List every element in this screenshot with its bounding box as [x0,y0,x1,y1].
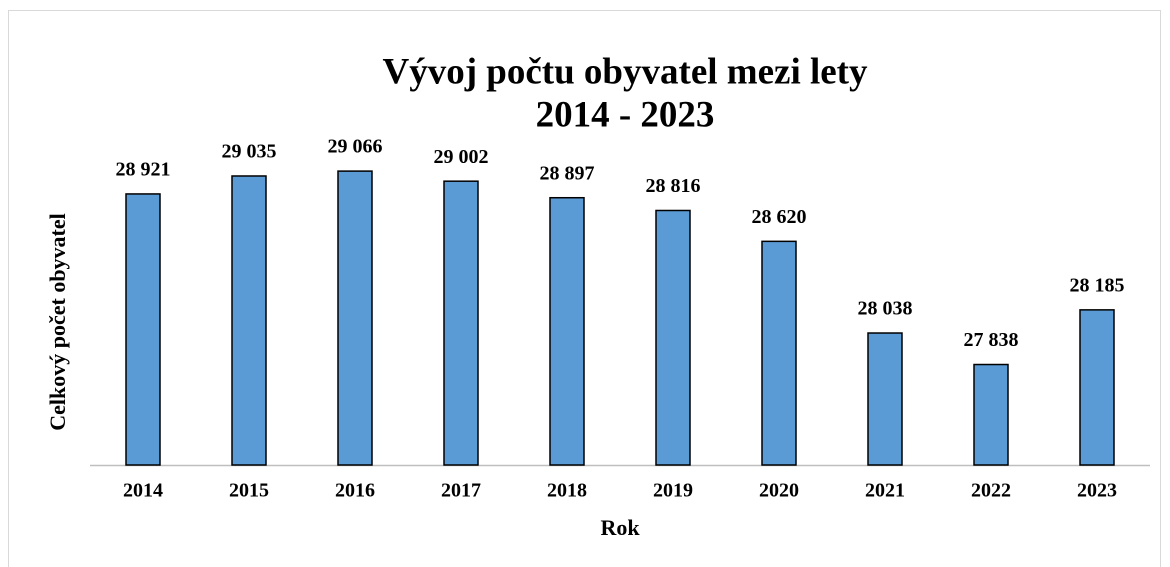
data-label: 28 921 [116,159,171,181]
x-tick-label: 2022 [971,480,1011,502]
x-tick-label: 2018 [547,480,587,502]
bar [337,170,373,466]
data-label: 29 035 [222,141,277,163]
data-label: 28 038 [858,298,913,320]
bar [549,196,585,466]
bar [761,240,797,466]
data-label: 28 816 [646,175,701,197]
data-label: 28 897 [540,162,595,184]
x-tick-label: 2017 [441,480,481,502]
data-label: 28 185 [1070,274,1125,296]
bar [655,209,691,466]
x-tick-label: 2014 [123,480,163,502]
x-tick-label: 2019 [653,480,693,502]
bar [125,193,161,466]
bar [867,332,903,466]
x-axis-label: Rok [600,515,640,540]
data-label: 28 620 [752,206,807,228]
x-tick-label: 2020 [759,480,799,502]
y-axis-label: Celkový počet obyvatel [45,213,70,431]
bar [1079,309,1115,466]
bar [231,175,267,466]
data-label: 29 002 [434,146,489,168]
x-tick-label: 2016 [335,480,375,502]
x-tick-label: 2023 [1077,480,1117,502]
data-label: 29 066 [328,136,383,158]
data-label: 27 838 [964,329,1019,351]
chart-title: 2014 - 2023 [536,94,715,135]
bar [443,180,479,466]
x-tick-label: 2015 [229,480,269,502]
bar [973,363,1009,466]
x-tick-label: 2021 [865,480,905,502]
chart-title: Vývoj počtu obyvatel mezi lety [382,51,868,92]
